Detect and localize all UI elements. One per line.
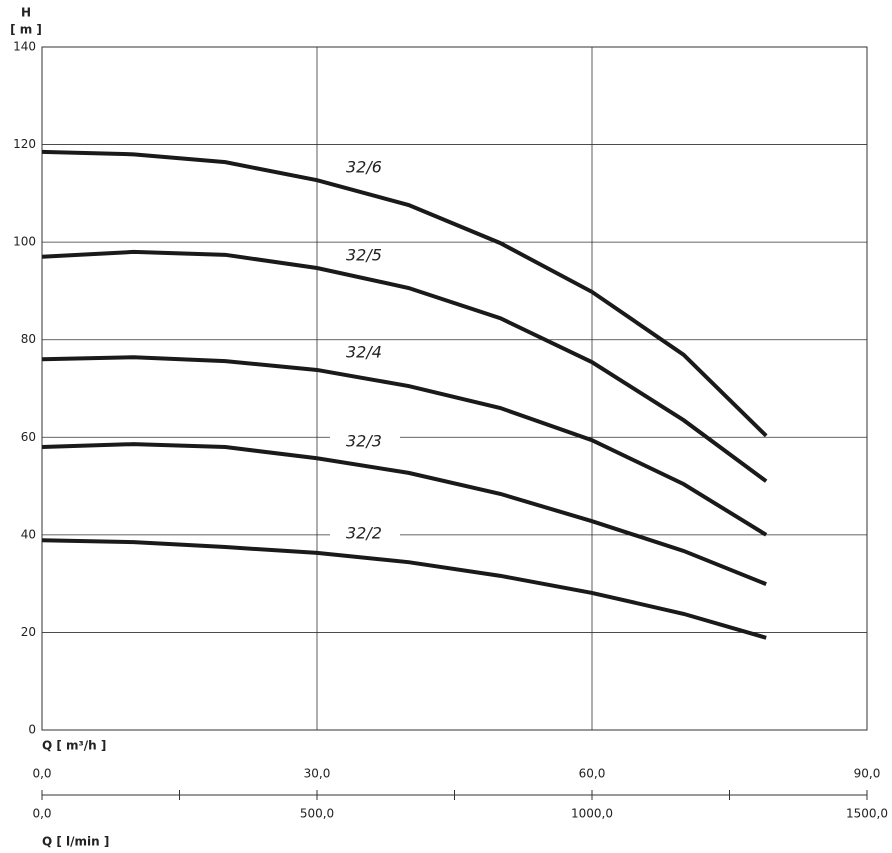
y-tick-label: 80 [21,332,36,346]
y-axis-unit: [ m ] [10,23,42,37]
curve-label: 32/4 [346,343,382,362]
x2-tick-label: 1500,0 [846,807,888,821]
y-tick-label: 100 [13,235,36,249]
x2-tick-label: 500,0 [300,807,334,821]
y-tick-label: 120 [13,137,36,151]
label-bg [330,431,400,453]
y-tick-label: 60 [21,430,36,444]
x2-tick-label: 1000,0 [571,807,613,821]
x-tick-label: 60,0 [579,767,606,781]
curve-label: 32/2 [346,524,382,543]
label-bg [330,245,400,267]
y-tick-label: 40 [21,527,36,541]
label-bg [330,157,400,179]
curve-label: 32/3 [346,432,382,451]
x2-axis-title: Q [ l/min ] [42,835,109,849]
x-axis-title: Q [ m³/h ] [42,739,106,753]
x-tick-label: 0,0 [32,767,51,781]
y-tick-label: 140 [13,40,36,54]
x-tick-label: 90,0 [854,767,881,781]
pump-curve [41,442,767,586]
curve-label: 32/6 [346,158,382,177]
x-tick-label: 30,0 [304,767,331,781]
plot-frame [41,46,868,731]
pump-curve [41,149,768,438]
x2-tick-label: 0,0 [32,807,51,821]
y-tick-label: 20 [21,625,36,639]
curve-label: 32/5 [346,246,382,265]
label-bg [330,342,400,364]
pump-curve [41,538,767,640]
pump-curve [41,249,768,483]
y-axis-title: H [21,6,31,20]
pump-curve [41,355,768,537]
label-bg [330,523,400,545]
y-tick-label: 0 [28,723,36,737]
